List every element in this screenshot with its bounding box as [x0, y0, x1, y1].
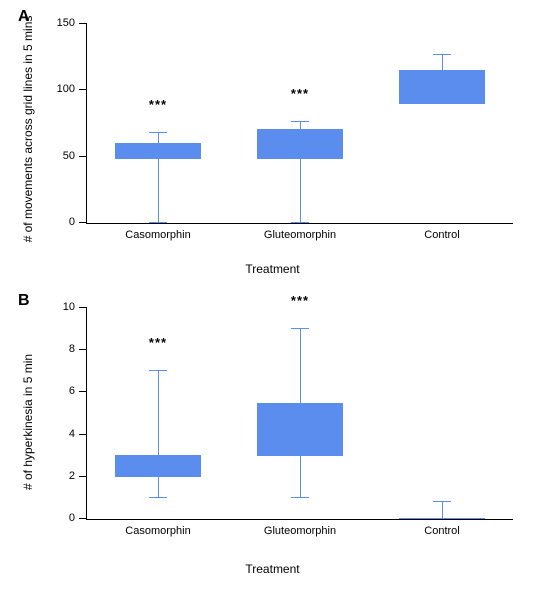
x-category-label: Casomorphin: [125, 525, 190, 537]
y-tick: 150: [79, 23, 87, 24]
y-tick: 100: [79, 89, 87, 90]
boxplot-box: [399, 70, 484, 103]
panel-a-x-axis-title: Treatment: [245, 262, 299, 276]
x-category-label: Gluteomorphin: [264, 525, 336, 537]
y-tick-label: 150: [57, 17, 75, 29]
y-tick-label: 50: [63, 150, 75, 162]
y-tick: 50: [79, 156, 87, 157]
boxplot-whisker-cap-lower: [291, 222, 308, 223]
boxplot-whisker-cap-lower: [149, 222, 166, 223]
x-category-label: Control: [424, 525, 459, 537]
boxplot-whisker-upper: [158, 371, 159, 454]
boxplot-whisker-cap-upper: [291, 328, 308, 329]
boxplot-median: [115, 474, 200, 475]
y-tick-label: 100: [57, 83, 75, 95]
y-tick: 8: [79, 349, 87, 350]
boxplot-whisker-lower: [300, 456, 301, 498]
x-category-label: Gluteomorphin: [264, 229, 336, 241]
significance-marker: ***: [291, 86, 309, 101]
panel-b-y-axis-title: # of hyperkinesia in 5 min: [21, 354, 35, 490]
y-tick: 10: [79, 307, 87, 308]
panel-a: A # of movements across grid lines in 5 …: [14, 6, 531, 286]
boxplot-box: [257, 129, 342, 160]
significance-marker: ***: [291, 293, 309, 308]
y-tick-label: 0: [69, 512, 75, 524]
y-tick-label: 6: [69, 385, 75, 397]
boxplot-whisker-lower: [158, 159, 159, 223]
boxplot-median: [399, 518, 484, 519]
boxplot-whisker-cap-upper: [149, 132, 166, 133]
panel-b-letter: B: [18, 292, 30, 310]
panel-a-plot-area: 050100150Casomorphin***Gluteomorphin***C…: [86, 24, 513, 224]
panel-a-y-axis-title: # of movements across grid lines in 5 mi…: [21, 16, 35, 243]
y-tick-label: 8: [69, 343, 75, 355]
boxplot-median: [399, 100, 484, 101]
y-tick-label: 10: [63, 301, 75, 313]
y-tick-label: 0: [69, 216, 75, 228]
boxplot-box: [115, 143, 200, 159]
boxplot-box: [257, 403, 342, 456]
boxplot-whisker-cap-upper: [149, 370, 166, 371]
panel-b-plot-area: 0246810Casomorphin***Gluteomorphin***Con…: [86, 308, 513, 520]
panel-b-x-axis-title: Treatment: [245, 562, 299, 576]
boxplot-whisker-lower: [300, 159, 301, 223]
significance-marker: ***: [149, 335, 167, 350]
boxplot-whisker-cap-lower: [291, 497, 308, 498]
panel-b: B # of hyperkinesia in 5 min 0246810Caso…: [14, 290, 531, 590]
boxplot-whisker-upper: [442, 502, 443, 518]
y-tick-label: 4: [69, 428, 75, 440]
boxplot-median: [257, 129, 342, 130]
figure: A # of movements across grid lines in 5 …: [0, 0, 541, 600]
y-tick: 0: [79, 222, 87, 223]
significance-marker: ***: [149, 97, 167, 112]
boxplot-whisker-cap-upper: [291, 121, 308, 122]
boxplot-whisker-upper: [300, 329, 301, 403]
y-tick: 6: [79, 391, 87, 392]
boxplot-whisker-lower: [158, 477, 159, 498]
y-tick: 2: [79, 476, 87, 477]
y-tick: 0: [79, 518, 87, 519]
y-tick-label: 2: [69, 470, 75, 482]
boxplot-whisker-upper: [300, 122, 301, 129]
boxplot-whisker-upper: [158, 133, 159, 144]
y-tick: 4: [79, 434, 87, 435]
boxplot-whisker-cap-upper: [433, 54, 450, 55]
boxplot-median: [257, 434, 342, 435]
x-category-label: Control: [424, 229, 459, 241]
x-category-label: Casomorphin: [125, 229, 190, 241]
boxplot-whisker-upper: [442, 55, 443, 71]
boxplot-whisker-cap-lower: [149, 497, 166, 498]
boxplot-median: [115, 156, 200, 157]
boxplot-whisker-cap-upper: [433, 501, 450, 502]
